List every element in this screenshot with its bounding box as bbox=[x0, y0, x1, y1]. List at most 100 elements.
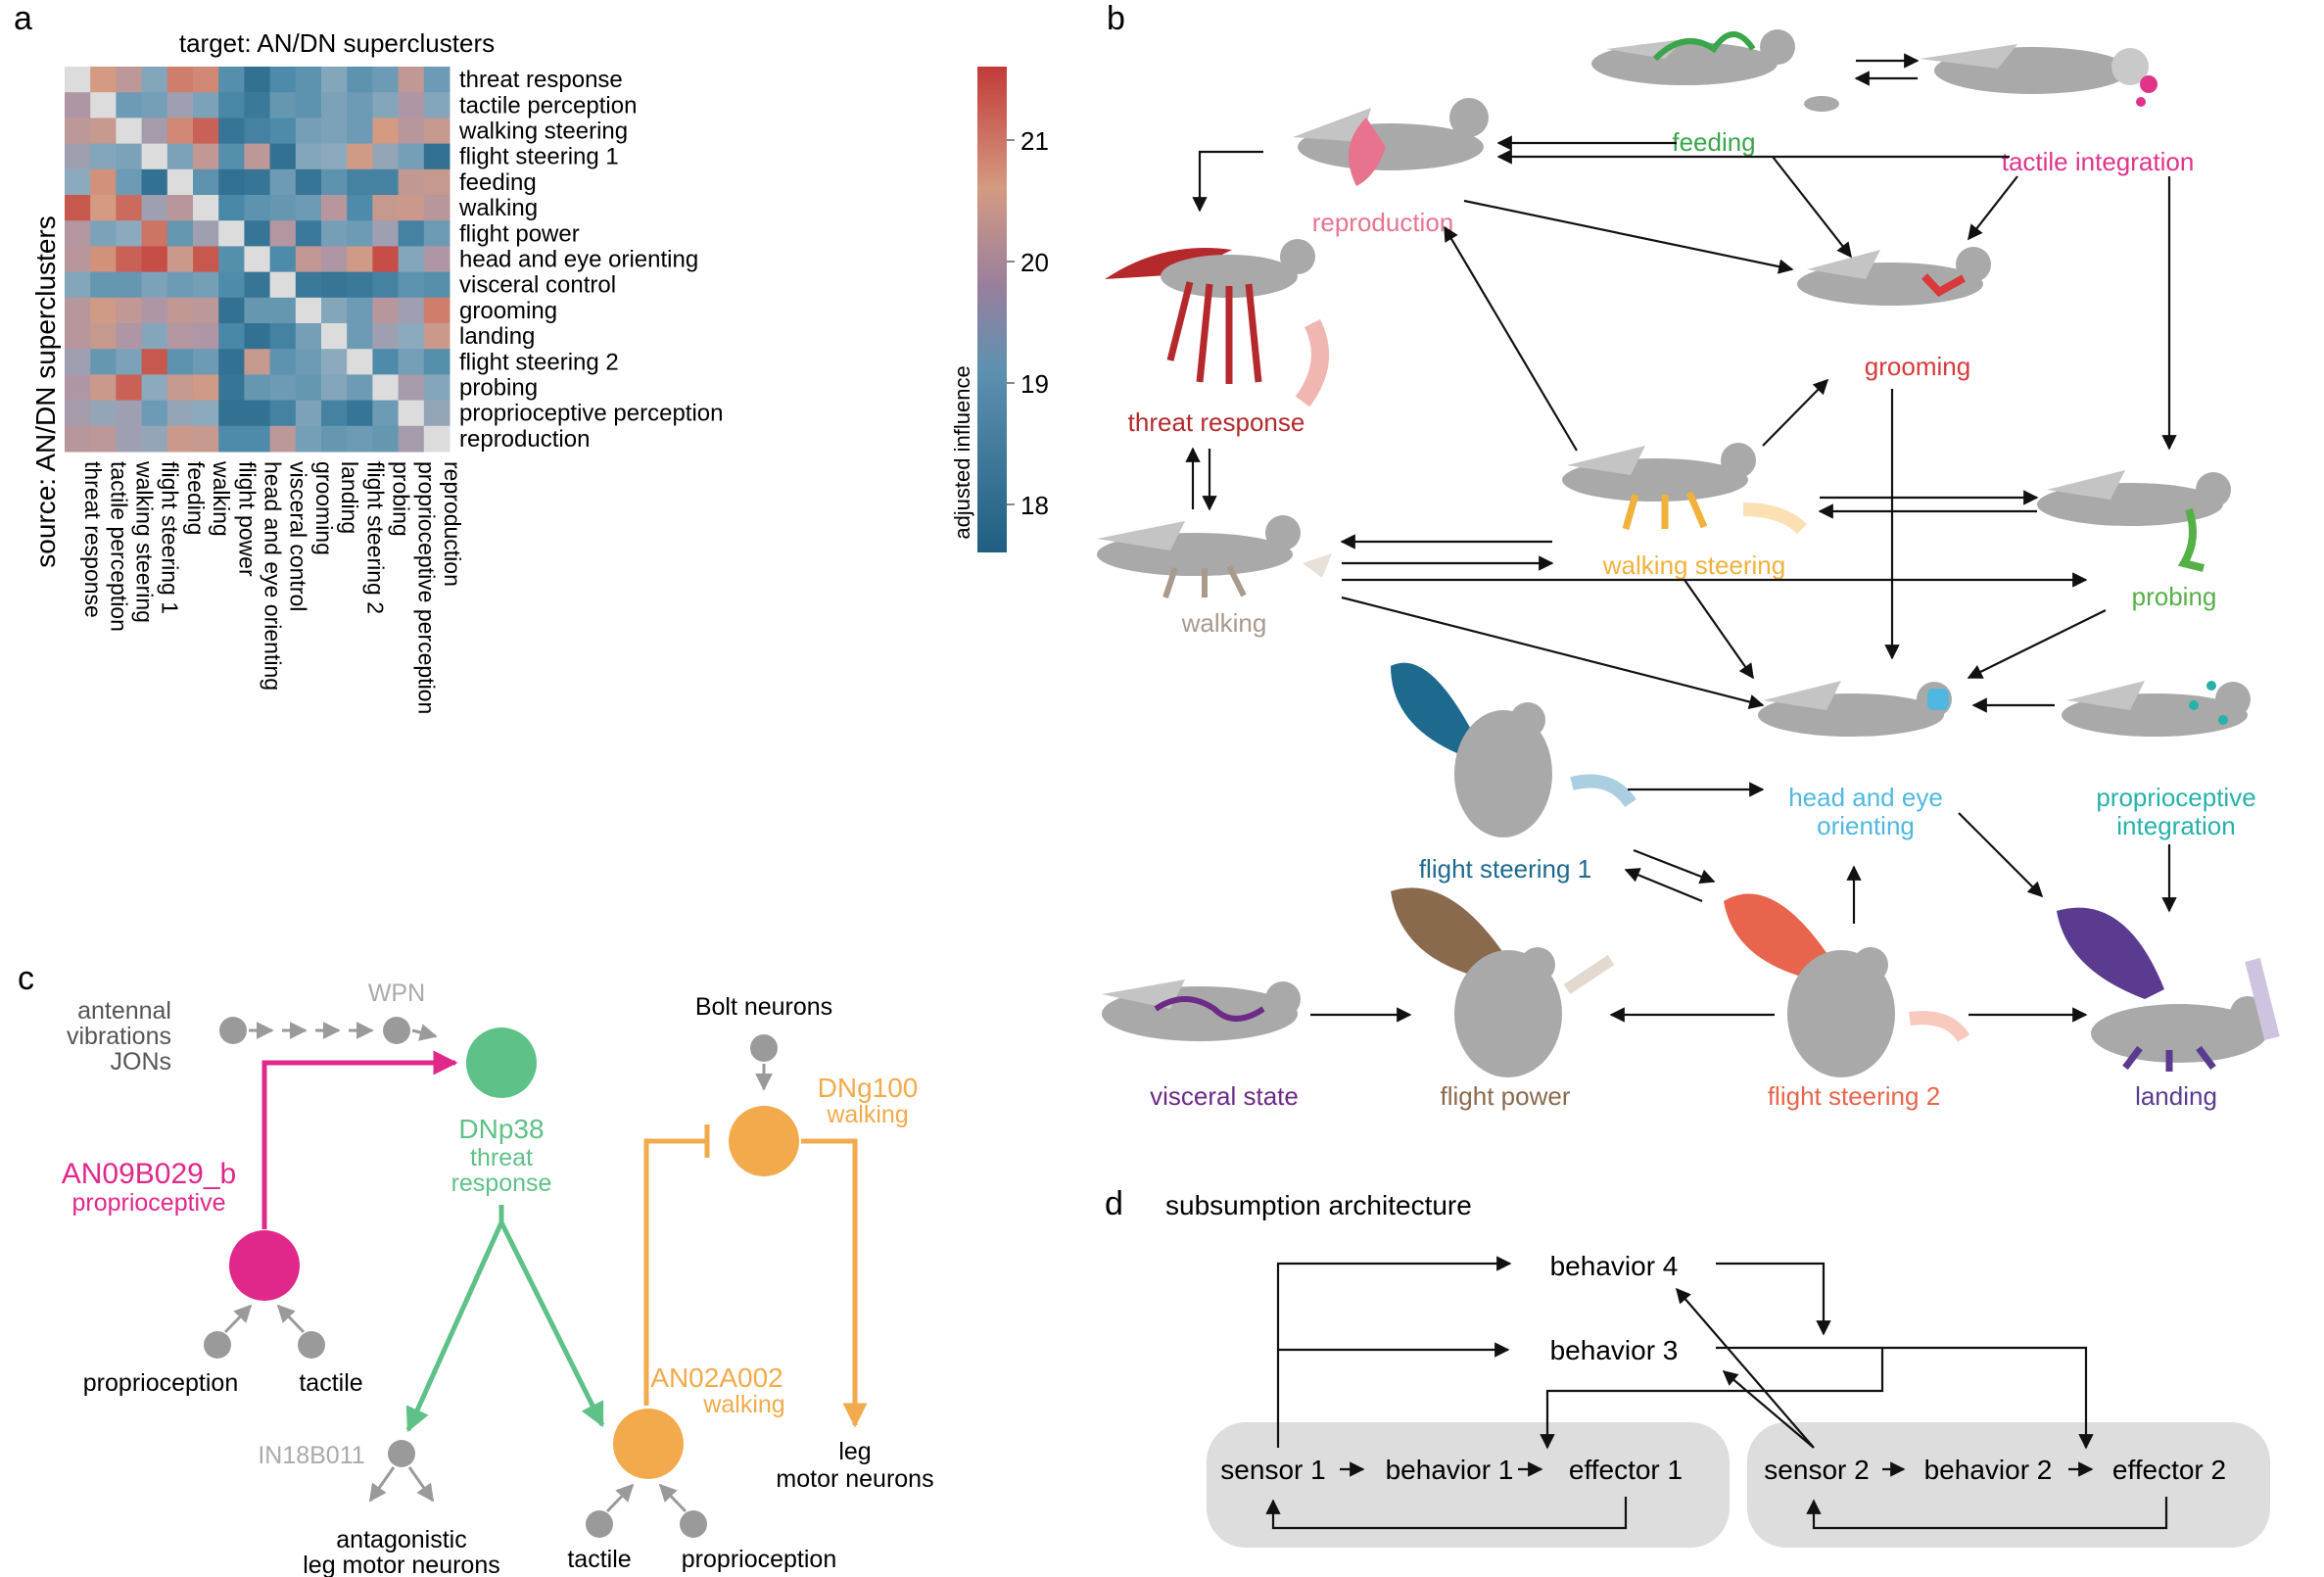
fly-walking-steering bbox=[1562, 443, 1807, 535]
heatmap-cell bbox=[65, 425, 91, 453]
arrow-walking-steering-to-head-eye bbox=[1684, 579, 1754, 680]
heatmap-cell bbox=[321, 195, 348, 221]
heatmap-cell bbox=[372, 323, 400, 350]
heatmap-cell bbox=[423, 323, 451, 350]
label-an02: AN02A002 bbox=[650, 1362, 783, 1393]
heatmap-cell bbox=[269, 297, 297, 324]
heatmap-cell bbox=[321, 246, 348, 273]
heatmap-cell bbox=[398, 323, 425, 350]
heatmap-cell bbox=[193, 297, 219, 324]
heatmap-cell bbox=[65, 349, 91, 375]
heatmap-cell bbox=[193, 118, 219, 145]
heatmap-cell bbox=[423, 297, 451, 324]
heatmap-cell bbox=[218, 271, 245, 299]
heatmap-cell bbox=[116, 168, 143, 196]
label-flight-steering-1: flight steering 1 bbox=[1419, 854, 1591, 884]
heatmap-cell bbox=[269, 143, 297, 170]
heatmap-cell bbox=[295, 220, 322, 247]
heatmap-cell bbox=[193, 349, 219, 375]
heatmap-cell bbox=[347, 118, 373, 145]
heatmap-cell bbox=[423, 374, 451, 402]
fly-threat-response bbox=[1105, 239, 1329, 407]
heatmap-cell bbox=[141, 271, 168, 299]
label-tactile-integration: tactile integration bbox=[2002, 147, 2195, 176]
arrow-tactile-to-grooming bbox=[1968, 175, 2018, 241]
heatmap-cell bbox=[244, 195, 271, 221]
heatmap-cell bbox=[244, 246, 271, 273]
heatmap-cell bbox=[141, 425, 168, 453]
label-dnp38-sub2: response bbox=[451, 1170, 552, 1197]
heatmap-cell bbox=[218, 323, 245, 350]
heatmap-cell bbox=[295, 323, 322, 350]
label-bolt-neurons: Bolt neurons bbox=[695, 993, 832, 1021]
heatmap-cell bbox=[218, 400, 245, 427]
heatmap-cell bbox=[269, 92, 297, 119]
heatmap-cell bbox=[65, 323, 91, 350]
label-head-eye-line1: head and eye bbox=[1788, 783, 1943, 812]
heatmap-cell bbox=[90, 400, 117, 427]
label-threat-response: threat response bbox=[1128, 407, 1305, 437]
heatmap-cell bbox=[423, 271, 451, 299]
heatmap-cell bbox=[166, 195, 194, 221]
heatmap-cell bbox=[141, 195, 168, 221]
heatmap-cell bbox=[141, 220, 168, 247]
heatmap-cell bbox=[65, 271, 91, 299]
heatmap-cell bbox=[65, 67, 91, 93]
heatmap-cell bbox=[347, 297, 373, 324]
node-in18b011 bbox=[388, 1440, 415, 1467]
label-dng100-sub: walking bbox=[826, 1101, 908, 1128]
label-proprioceptive-line1: proprioceptive bbox=[2096, 783, 2255, 812]
edge-dnp38-to-an02 bbox=[498, 1220, 605, 1428]
label-behavior-2: behavior 2 bbox=[1924, 1455, 2053, 1485]
heatmap-cells bbox=[65, 67, 451, 453]
heatmap-cell bbox=[423, 195, 451, 221]
heatmap-cell bbox=[347, 400, 373, 427]
heatmap-cell bbox=[141, 323, 168, 350]
heatmap-column-label: threat response bbox=[80, 461, 106, 618]
heatmap-cell bbox=[423, 168, 451, 196]
fly-head-eye-orienting bbox=[1758, 681, 1952, 737]
heatmap-cell bbox=[295, 143, 322, 170]
label-leg-1: leg bbox=[838, 1438, 871, 1465]
network-arrows bbox=[1185, 53, 2177, 1023]
heatmap-cell bbox=[347, 425, 373, 453]
heatmap-cell bbox=[269, 168, 297, 196]
heatmap-cell bbox=[65, 92, 91, 119]
node-tactile-input-right bbox=[586, 1510, 613, 1538]
heatmap-cell bbox=[347, 323, 373, 350]
heatmap-cell bbox=[116, 67, 143, 93]
label-feeding: feeding bbox=[1672, 127, 1755, 157]
node-proprioception-input-right bbox=[680, 1510, 707, 1538]
node-tactile-input bbox=[298, 1331, 325, 1359]
heatmap-cell bbox=[218, 67, 245, 93]
fly-proprioceptive-integration bbox=[2062, 681, 2251, 737]
heatmap-cell bbox=[90, 246, 117, 273]
heatmap-row-label: flight steering 2 bbox=[459, 349, 619, 375]
label-behavior-4: behavior 4 bbox=[1550, 1251, 1679, 1281]
heatmap-cell bbox=[398, 67, 425, 93]
colorbar-tick: 21 bbox=[1020, 126, 1049, 156]
heatmap-cell bbox=[372, 400, 400, 427]
subsumption-arrows bbox=[1265, 1256, 2168, 1530]
heatmap-cell bbox=[295, 195, 322, 221]
heatmap-cell bbox=[218, 195, 245, 221]
heatmap-cell bbox=[398, 118, 425, 145]
heatmap-row-label: walking steering bbox=[458, 119, 628, 145]
heatmap-cell bbox=[141, 297, 168, 324]
heatmap-row-label: head and eye orienting bbox=[459, 247, 698, 273]
heatmap-row-label: flight power bbox=[459, 220, 580, 247]
heatmap-row-label: proprioceptive perception bbox=[459, 401, 724, 427]
panel-letter-a: a bbox=[14, 0, 32, 37]
heatmap-column-label: tactile perception bbox=[106, 461, 131, 632]
heatmap-cell bbox=[372, 297, 400, 324]
heatmap-cell bbox=[423, 220, 451, 247]
heatmap-cell bbox=[65, 168, 91, 196]
heatmap-cell bbox=[193, 374, 219, 402]
heatmap-cell bbox=[65, 297, 91, 324]
heatmap-cell bbox=[269, 67, 297, 93]
label-walking: walking bbox=[1181, 608, 1267, 638]
fly-flight-power bbox=[1391, 887, 1615, 1077]
heatmap-cell bbox=[295, 67, 322, 93]
node-dng100 bbox=[729, 1106, 799, 1176]
heatmap-cell bbox=[269, 349, 297, 375]
